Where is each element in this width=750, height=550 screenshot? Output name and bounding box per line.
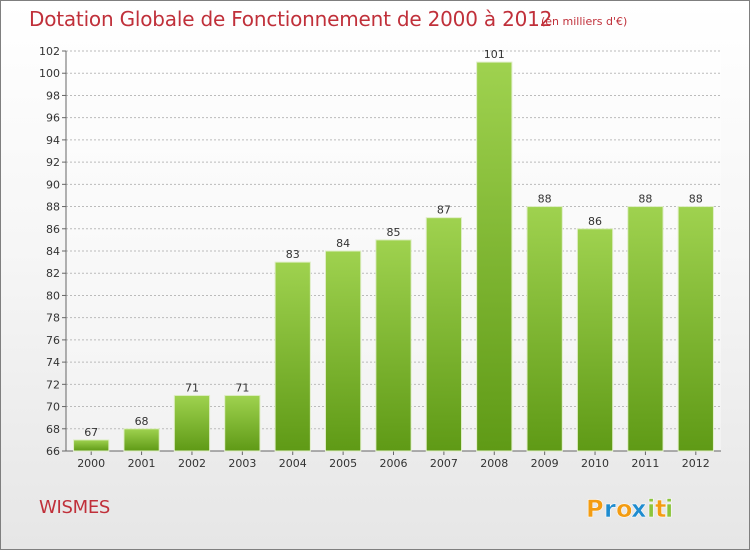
logo-letter: i xyxy=(665,495,673,523)
bar xyxy=(677,206,714,452)
x-tick-label: 2007 xyxy=(430,457,458,470)
bar xyxy=(476,61,513,452)
data-label: 88 xyxy=(689,193,703,206)
y-tick-label: 94 xyxy=(46,134,60,147)
logo-letter: r xyxy=(604,495,616,523)
x-tick-label: 2006 xyxy=(380,457,408,470)
logo-letter: i xyxy=(647,495,655,523)
x-tick-label: 2010 xyxy=(581,457,609,470)
y-tick-label: 76 xyxy=(46,334,60,347)
chart-subtitle: (en milliers d'€) xyxy=(541,15,628,28)
data-label: 101 xyxy=(484,48,505,61)
data-label: 84 xyxy=(336,237,350,250)
y-tick-label: 80 xyxy=(46,289,60,302)
y-tick-label: 66 xyxy=(46,445,60,458)
x-tick-label: 2002 xyxy=(178,457,206,470)
logo-letter: x xyxy=(631,495,647,523)
bar xyxy=(224,394,261,452)
x-tick-label: 2001 xyxy=(128,457,156,470)
bar xyxy=(274,261,311,452)
data-label: 71 xyxy=(235,381,249,394)
y-tick-label: 84 xyxy=(46,245,60,258)
y-tick-label: 72 xyxy=(46,378,60,391)
bar xyxy=(173,394,211,452)
location-name: WISMES xyxy=(39,497,111,518)
x-tick-label: 2009 xyxy=(531,457,559,470)
data-label: 68 xyxy=(135,415,149,428)
x-tick-label: 2008 xyxy=(480,457,508,470)
data-label: 88 xyxy=(638,193,652,206)
bar xyxy=(627,206,664,452)
x-tick-label: 2004 xyxy=(279,457,307,470)
bar xyxy=(526,206,563,452)
data-label: 88 xyxy=(538,193,552,206)
logo-letter: P xyxy=(586,495,604,523)
data-label: 87 xyxy=(437,204,451,217)
bar xyxy=(425,217,463,452)
y-tick-label: 102 xyxy=(39,45,60,58)
y-tick-label: 92 xyxy=(46,156,60,169)
y-tick-label: 88 xyxy=(46,201,60,214)
y-tick-label: 98 xyxy=(46,89,60,102)
logo-letter: o xyxy=(616,495,633,523)
chart-title: Dotation Globale de Fonctionnement de 20… xyxy=(29,7,553,31)
data-label: 85 xyxy=(387,226,401,239)
bar xyxy=(576,228,614,452)
bar xyxy=(73,439,110,452)
y-tick-label: 96 xyxy=(46,112,60,125)
y-tick-label: 68 xyxy=(46,423,60,436)
bar xyxy=(375,239,412,452)
y-tick-label: 90 xyxy=(46,178,60,191)
x-tick-label: 2000 xyxy=(77,457,105,470)
data-label: 83 xyxy=(286,248,300,261)
y-tick-label: 82 xyxy=(46,267,60,280)
bar xyxy=(123,428,160,452)
logo-letter: t xyxy=(655,495,666,523)
x-tick-label: 2012 xyxy=(682,457,710,470)
y-tick-label: 100 xyxy=(39,67,60,80)
data-label: 71 xyxy=(185,381,199,394)
bar xyxy=(324,250,362,452)
x-tick-label: 2011 xyxy=(631,457,659,470)
y-tick-label: 70 xyxy=(46,401,60,414)
data-label: 67 xyxy=(84,426,98,439)
data-label: 86 xyxy=(588,215,602,228)
x-tick-label: 2005 xyxy=(329,457,357,470)
y-tick-label: 78 xyxy=(46,312,60,325)
y-tick-label: 86 xyxy=(46,223,60,236)
y-tick-label: 74 xyxy=(46,356,60,369)
x-tick-label: 2003 xyxy=(228,457,256,470)
